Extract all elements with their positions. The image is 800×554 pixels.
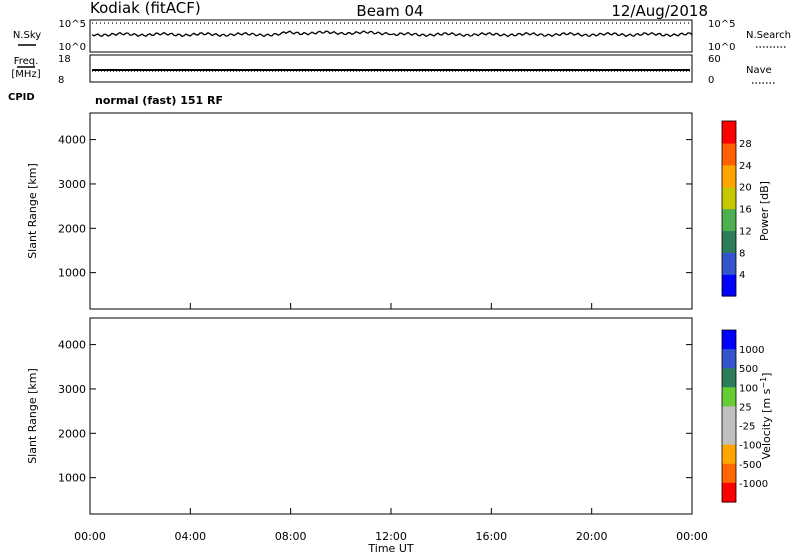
nave-tick-bottom: 0 (708, 75, 714, 86)
velocity-colorbar-tick: -1000 (739, 479, 768, 490)
power-colorbar-tick: 12 (739, 226, 752, 237)
velocity-colorbar-tick: -100 (739, 441, 762, 452)
velocity-regions (90, 384, 692, 514)
freq-tick-bottom: 8 (58, 75, 64, 86)
velocity-colorbar-swatch (722, 368, 736, 388)
power-y-axis-label: Slant Range [km] (26, 163, 39, 259)
power-colorbar-swatch (722, 142, 736, 166)
velocity-colorbar-tick: -25 (739, 422, 755, 433)
velocity-colorbar-tick: -500 (739, 460, 762, 471)
x-tick-label: 08:00 (275, 530, 307, 543)
cpid-label: CPID (8, 92, 35, 103)
power-panel: 1000 2000 3000 4000 Slant Range [km] 4 8 12 16… (26, 112, 771, 310)
cpid-value: normal (fast) 151 RF (95, 94, 223, 107)
nave-tick-top: 60 (708, 54, 721, 65)
power-colorbar-swatch (722, 208, 736, 231)
velocity-colorbar: 1000 500 100 25 -25 -100 -500 -1000 (721, 329, 768, 503)
noise-panel: N.Sky N.Search 10^5 10^0 10^5 10^0 (13, 19, 791, 53)
power-colorbar-tick: 16 (739, 205, 752, 216)
power-colorbar-swatch (722, 230, 736, 253)
heatmap-region (340, 384, 492, 434)
noise-search-label: N.Search (746, 30, 791, 41)
heatmap-region (185, 208, 329, 224)
heatmap-region (549, 239, 692, 258)
heatmap-region (185, 413, 329, 429)
y-tick-label: 2000 (58, 222, 86, 235)
station-title: Kodiak (fitACF) (90, 0, 201, 17)
heatmap-region (516, 442, 692, 491)
heatmap-region (491, 197, 537, 242)
freq-label: Freq. (14, 56, 39, 67)
noise-tick-top-right: 10^5 (708, 19, 735, 30)
power-colorbar: 4 8 12 16 20 24 28 (721, 120, 752, 297)
heatmap-region (165, 473, 366, 496)
y-tick-label: 1000 (58, 267, 86, 280)
y-tick-label: 3000 (58, 178, 86, 191)
noise-tick-bottom-right: 10^0 (708, 42, 735, 53)
velocity-colorbar-tick: 500 (739, 364, 758, 375)
power-colorbar-tick: 20 (739, 183, 752, 194)
power-colorbar-swatch (722, 121, 736, 144)
velocity-colorbar-tick: 25 (739, 402, 752, 413)
x-tick-label: 16:00 (475, 530, 507, 543)
beam-title: Beam 04 (356, 2, 423, 20)
noise-sky-label: N.Sky (13, 30, 41, 41)
heatmap-region (340, 201, 399, 229)
power-colorbar-swatch (722, 274, 736, 297)
noise-tick-top-left: 10^5 (59, 19, 86, 30)
power-colorbar-swatch (722, 164, 736, 188)
velocity-y-axis-label: Slant Range [km] (26, 368, 39, 464)
velocity-colorbar-swatch (722, 425, 736, 446)
y-tick-label: 3000 (58, 383, 86, 396)
velocity-y-ticks: 1000 2000 3000 4000 (58, 339, 692, 485)
frequency-panel: Freq. [MHz] 18 8 60 0 Nave (11, 54, 776, 86)
x-tick-label: 04:00 (174, 530, 206, 543)
y-tick-label: 2000 (58, 427, 86, 440)
power-regions (90, 192, 692, 309)
x-tick-label: 00:00 (676, 530, 708, 543)
y-tick-label: 1000 (58, 472, 86, 485)
power-colorbar-tick: 4 (739, 270, 745, 281)
power-colorbar-tick: 24 (739, 161, 752, 172)
velocity-colorbar-swatch (722, 482, 736, 503)
velocity-colorbar-swatch (722, 444, 736, 465)
x-tick-label: 20:00 (576, 530, 608, 543)
x-tick-label: 00:00 (74, 530, 106, 543)
y-tick-label: 4000 (58, 339, 86, 352)
y-tick-label: 4000 (58, 134, 86, 147)
velocity-colorbar-tick: 1000 (739, 345, 764, 356)
power-colorbar-label: Power [dB] (758, 181, 771, 241)
freq-tick-top: 18 (58, 54, 71, 65)
noise-tick-bottom-left: 10^0 (59, 42, 86, 53)
velocity-colorbar-label: Velocity [m s−1] (759, 373, 774, 460)
time-x-ticks: 00:00 04:00 08:00 12:00 16:00 20:00 00:00 (74, 303, 708, 543)
noise-sky-trace (91, 30, 693, 38)
freq-unit-label: [MHz] (11, 69, 40, 80)
power-colorbar-tick: 8 (739, 248, 745, 259)
heatmap-region (273, 263, 366, 300)
power-colorbar-tick: 28 (739, 139, 752, 150)
heatmap-region (428, 192, 472, 238)
velocity-colorbar-swatch (722, 349, 736, 369)
velocity-colorbar-tick: 100 (739, 383, 758, 394)
velocity-colorbar-swatch (722, 330, 736, 350)
power-y-ticks: 1000 2000 3000 4000 (58, 134, 692, 280)
x-tick-label: 12:00 (375, 530, 407, 543)
velocity-panel: 1000 2000 3000 4000 Slant Range [km] 1000 50… (26, 303, 773, 554)
heatmap-region (202, 283, 279, 300)
x-axis-label: Time UT (367, 542, 413, 554)
velocity-colorbar-swatch (722, 387, 736, 407)
velocity-colorbar-swatch (722, 463, 736, 484)
power-colorbar-swatch (722, 186, 736, 210)
heatmap-region (90, 239, 166, 249)
heatmap-region (516, 272, 592, 289)
power-colorbar-swatch (722, 252, 736, 275)
velocity-colorbar-swatch (722, 406, 736, 427)
date-title: 12/Aug/2018 (611, 2, 708, 20)
nave-label: Nave (746, 65, 772, 76)
